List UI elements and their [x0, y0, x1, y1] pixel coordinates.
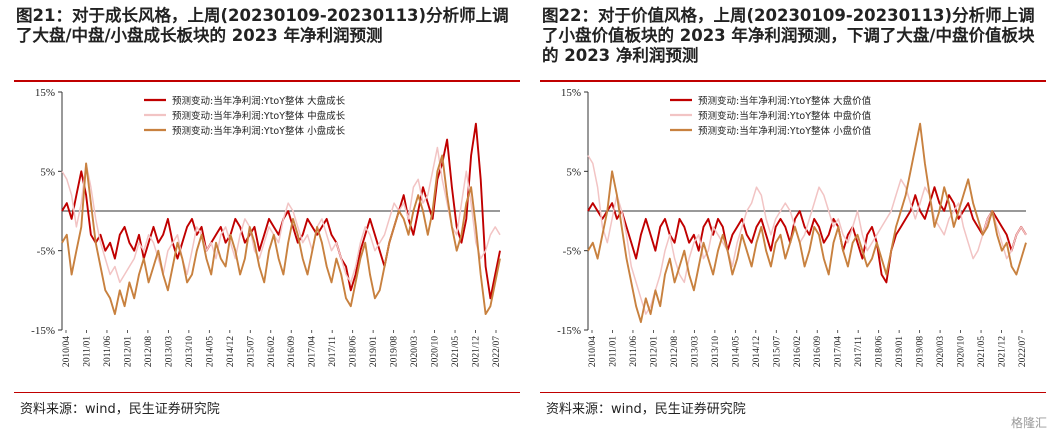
- legend-label: 预测变动:当年净利润:YtoY整体 中盘成长: [172, 110, 346, 122]
- series-line-1: [61, 122, 501, 300]
- x-tick-label: 2019/01: [895, 336, 905, 367]
- x-tick-label: 2016/02: [793, 336, 803, 367]
- y-tick-label: -5%: [37, 246, 55, 258]
- x-tick-label: 2017/11: [328, 336, 338, 367]
- x-tick-label: 2021/05: [451, 336, 461, 367]
- source-note: 资料来源：wind，民生证券研究院: [546, 402, 746, 417]
- x-tick-label: 2022/07: [1018, 336, 1028, 367]
- x-tick-label: 2020/10: [957, 336, 967, 367]
- x-tick-label: 2010/04: [62, 336, 72, 367]
- x-tick-label: 2017/04: [834, 336, 844, 367]
- legend-label: 预测变动:当年净利润:YtoY整体 中盘价值: [698, 110, 872, 122]
- right-chart-panel: 图22：对于价值风格，上周(20230109-20230113)分析师上调了小盘…: [532, 0, 1052, 437]
- x-tick-label: 2016/09: [287, 336, 297, 367]
- y-tick-label: 15%: [35, 87, 55, 99]
- x-tick-label: 2015/07: [246, 336, 256, 367]
- x-tick-label: 2022/07: [492, 336, 502, 367]
- x-tick-label: 2017/04: [308, 336, 318, 367]
- y-tick-label: -15%: [557, 325, 581, 337]
- y-tick-label: 5%: [40, 166, 55, 178]
- line-chart-value: 15% 5% -5% -15% 2010/04 2011/01 2011/06 2012/01…: [557, 87, 1028, 367]
- left-chart-panel: 图21：对于成长风格，上周(20230109-20230113)分析师上调了大盘…: [6, 0, 526, 437]
- y-tick-label: 5%: [566, 166, 581, 178]
- x-tick-label: 2014/05: [731, 336, 741, 367]
- x-tick-label: 2011/01: [82, 336, 92, 367]
- series-line-3: [587, 122, 1027, 324]
- x-tick-label: 2013/03: [690, 336, 700, 367]
- x-tick-label: 2012/01: [123, 336, 133, 367]
- source-note: 资料来源：wind，民生证券研究院: [20, 402, 220, 417]
- x-tick-label: 2011/01: [608, 336, 618, 367]
- x-tick-label: 2011/06: [629, 336, 639, 367]
- x-tick-label: 2021/12: [998, 336, 1008, 367]
- x-tick-label: 2014/12: [226, 336, 236, 367]
- x-tick-label: 2012/01: [649, 336, 659, 367]
- x-tick-label: 2016/09: [813, 336, 823, 367]
- legend-label: 预测变动:当年净利润:YtoY整体 大盘成长: [172, 95, 346, 107]
- x-tick-label: 2014/05: [205, 336, 215, 367]
- x-tick-label: 2018/06: [875, 336, 885, 367]
- x-tick-label: 2020/03: [936, 336, 946, 367]
- x-tick-label: 2019/01: [369, 336, 379, 367]
- x-tick-label: 2015/07: [772, 336, 782, 367]
- watermark-logo: 格隆汇: [1010, 416, 1047, 430]
- x-tick-label: 2018/06: [349, 336, 359, 367]
- x-tick-label: 2021/05: [977, 336, 987, 367]
- x-tick-label: 2014/12: [752, 336, 762, 367]
- x-tick-label: 2013/10: [185, 336, 195, 367]
- x-tick-label: 2020/03: [410, 336, 420, 367]
- y-tick-label: -5%: [563, 246, 581, 258]
- x-tick-label: 2012/08: [670, 336, 680, 367]
- x-tick-label: 2011/06: [103, 336, 113, 367]
- footer-rule: [14, 392, 520, 393]
- x-tick-label: 2013/10: [711, 336, 721, 367]
- x-tick-label: 2017/11: [854, 336, 864, 367]
- title-rule: [540, 80, 1046, 82]
- x-tick-label: 2020/10: [431, 336, 441, 367]
- legend-label: 预测变动:当年净利润:YtoY整体 小盘成长: [172, 125, 346, 137]
- chart-title: 图21：对于成长风格，上周(20230109-20230113)分析师上调了大盘…: [16, 6, 509, 45]
- x-tick-label: 2016/02: [267, 336, 277, 367]
- y-tick-label: 15%: [561, 87, 581, 99]
- x-tick-label: 2019/08: [390, 336, 400, 367]
- legend-label: 预测变动:当年净利润:YtoY整体 小盘价值: [698, 125, 872, 137]
- x-tick-label: 2013/03: [164, 336, 174, 367]
- x-tick-label: 2019/08: [916, 336, 926, 367]
- x-tick-label: 2012/08: [144, 336, 154, 367]
- y-tick-label: -15%: [31, 325, 55, 337]
- series-line-2: [587, 155, 1027, 315]
- title-rule: [14, 80, 520, 82]
- chart-title: 图22：对于价值风格，上周(20230109-20230113)分析师上调了小盘…: [542, 6, 1035, 65]
- legend-label: 预测变动:当年净利润:YtoY整体 大盘价值: [698, 95, 872, 107]
- x-tick-label: 2021/12: [472, 336, 482, 367]
- x-tick-label: 2010/04: [588, 336, 598, 367]
- series-line-3: [61, 154, 501, 316]
- series-line-2: [61, 146, 501, 284]
- footer-rule: [540, 392, 1046, 393]
- series-line-1: [587, 186, 1027, 284]
- line-chart-growth: 15% 5% -5% -15% 2010/04 2011/01 2011/06 2012/01…: [31, 87, 502, 367]
